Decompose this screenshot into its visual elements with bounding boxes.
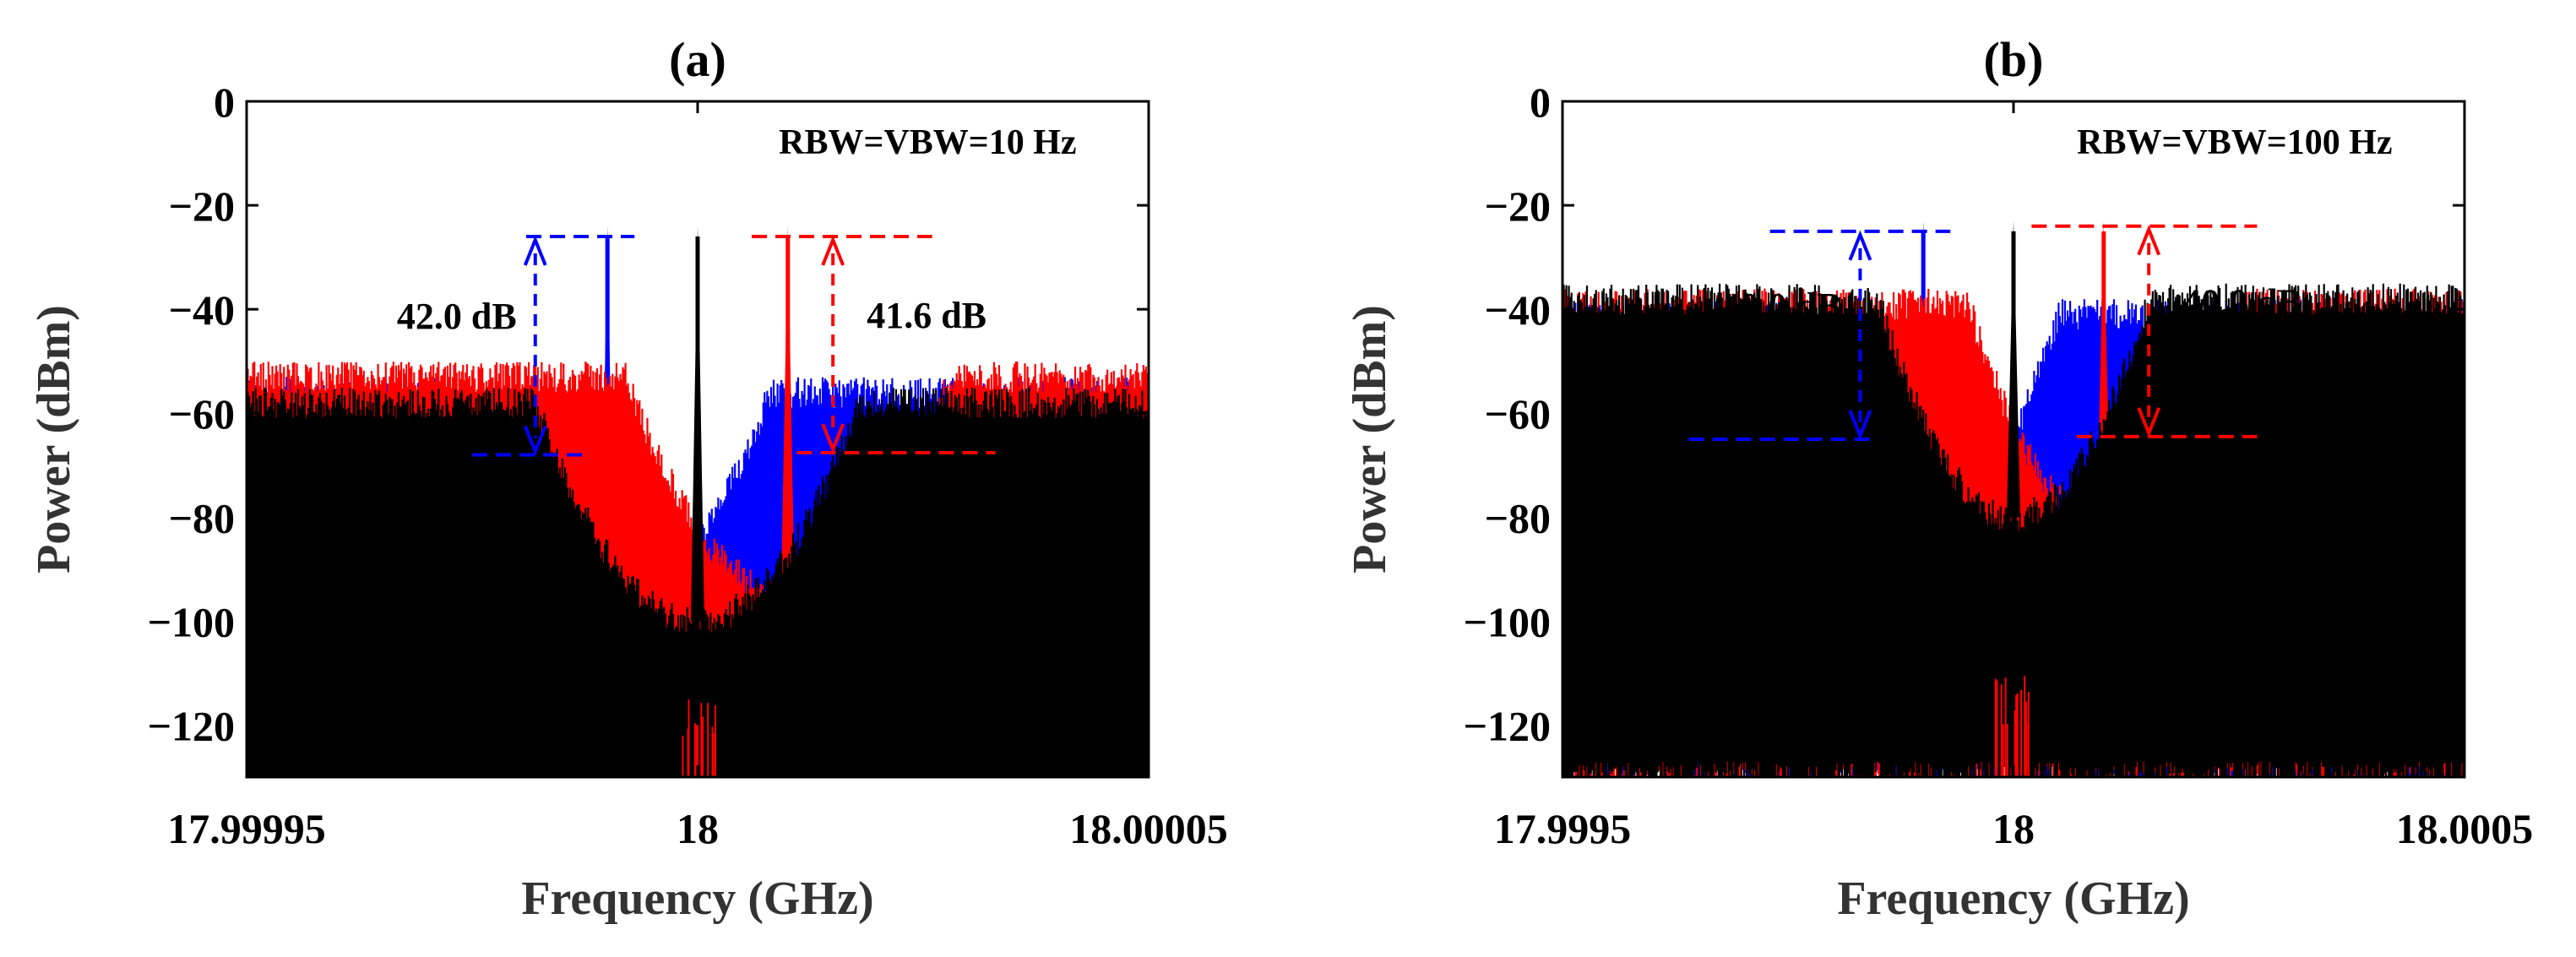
marker-arrow-down [2137, 407, 2161, 438]
plot-area [247, 226, 1149, 777]
marker-arrow-up [2137, 225, 2161, 256]
marker-label: 40.0 dB [1722, 285, 1842, 327]
marker-arrow-up [821, 235, 845, 266]
chart-panel-a: 42.0 dB 41.6 dB 0 −20 −40 −60 −80 −100 −120 17.99… [28, 32, 1228, 925]
measurement-marker-0: 42.0 dB [397, 235, 635, 457]
y-tick-label: −120 [1464, 702, 1552, 749]
marker-label: 42.0 dB [397, 296, 517, 337]
bandwidth-annotation: RBW=VBW=10 Hz [779, 123, 1076, 162]
marker-arrow-up [523, 235, 547, 266]
y-tick-label: −120 [148, 702, 236, 749]
y-tick-label: −20 [169, 182, 236, 230]
y-tick-label: −100 [1464, 598, 1552, 645]
measurement-marker-0: 40.0 dB [1688, 229, 1951, 441]
marker-label: 41.6 dB [867, 295, 986, 336]
y-tick-label: −80 [1485, 494, 1552, 541]
panel-label: (b) [1984, 32, 2044, 87]
panel-label: (a) [669, 32, 726, 87]
y-tick-label: −100 [148, 598, 236, 645]
y-tick-label: −60 [169, 390, 236, 438]
y-tick-label: 0 [1530, 79, 1551, 126]
marker-label: 40.0 dB [2182, 281, 2302, 323]
x-tick-label: 17.99995 [167, 805, 326, 852]
x-tick-label: 17.9995 [1494, 805, 1632, 852]
x-tick-label: 18.00005 [1069, 805, 1228, 852]
main-peak-body-black [691, 226, 704, 622]
y-tick-label: −80 [169, 494, 236, 541]
x-axis-label: Frequency (GHz) [1837, 873, 2189, 925]
chart-panel-b: 40.0 dB 40.0 dB 0 −20 −40 −60 −80 −100 −120 17.99… [1344, 32, 2533, 925]
x-tick-label: 18.0005 [2396, 805, 2534, 852]
x-tick-label: 18 [1992, 805, 2035, 852]
main-peak-body-red [780, 226, 795, 595]
bandwidth-annotation: RBW=VBW=100 Hz [2077, 123, 2392, 162]
y-tick-label: 0 [214, 79, 235, 126]
spectrum-black [247, 387, 1149, 777]
measurement-marker-1: 41.6 dB [752, 235, 996, 454]
x-tick-label: 18 [677, 805, 719, 852]
measurement-marker-1: 40.0 dB [2031, 224, 2302, 438]
y-tick-label: −40 [1485, 286, 1552, 334]
marker-arrow-down [523, 425, 547, 456]
marker-arrow-up [1848, 230, 1872, 261]
y-axis-label: Power (dBm) [28, 305, 80, 574]
y-tick-label: −60 [1485, 390, 1552, 438]
x-axis-label: Frequency (GHz) [521, 873, 873, 925]
y-tick-label: −40 [169, 286, 236, 334]
plot-area [1562, 220, 2465, 777]
marker-arrow-down [1848, 410, 1872, 441]
y-tick-label: −20 [1485, 182, 1552, 230]
marker-arrow-down [821, 423, 845, 454]
y-axis-label: Power (dBm) [1344, 305, 1396, 574]
main-peak-body-black [2007, 220, 2020, 518]
spectrum-black [1562, 283, 2465, 777]
